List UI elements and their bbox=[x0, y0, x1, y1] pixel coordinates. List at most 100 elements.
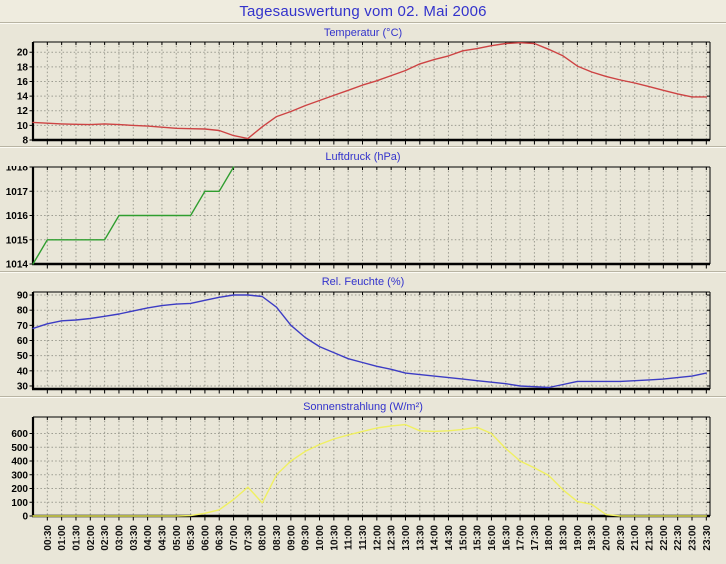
svg-text:8: 8 bbox=[22, 136, 28, 147]
svg-text:20: 20 bbox=[17, 48, 29, 59]
svg-text:02:00: 02:00 bbox=[86, 525, 97, 551]
svg-text:17:30: 17:30 bbox=[530, 525, 541, 551]
svg-text:16:00: 16:00 bbox=[487, 525, 498, 551]
svg-text:200: 200 bbox=[11, 484, 28, 495]
axis-ticks bbox=[29, 42, 710, 145]
plot-border bbox=[31, 166, 711, 266]
svg-text:07:00: 07:00 bbox=[229, 525, 240, 551]
svg-text:14:00: 14:00 bbox=[430, 525, 441, 551]
svg-text:1017: 1017 bbox=[6, 187, 29, 198]
svg-text:03:00: 03:00 bbox=[114, 525, 125, 551]
section-divider bbox=[0, 22, 726, 24]
section-divider bbox=[0, 271, 726, 273]
svg-text:100: 100 bbox=[11, 498, 28, 509]
svg-text:10: 10 bbox=[17, 121, 29, 132]
svg-text:04:30: 04:30 bbox=[157, 525, 168, 551]
chart-title-sonnenstrahlung: Sonnenstrahlung (W/m²) bbox=[303, 401, 423, 413]
svg-text:01:00: 01:00 bbox=[57, 525, 68, 551]
chart-title-luftdruck: Luftdruck (hPa) bbox=[325, 151, 401, 163]
svg-text:13:00: 13:00 bbox=[401, 525, 412, 551]
y-axis-labels: 1014 1015 1016 1017 1018 bbox=[6, 166, 29, 271]
svg-text:09:30: 09:30 bbox=[301, 525, 312, 551]
luftdruck-chart: 1014 1015 1016 1017 1018 bbox=[6, 166, 711, 271]
svg-text:12:00: 12:00 bbox=[372, 525, 383, 551]
page-title: Tagesauswertung vom 02. Mai 2006 bbox=[239, 3, 487, 20]
svg-text:23:00: 23:00 bbox=[687, 525, 698, 551]
svg-text:16:30: 16:30 bbox=[501, 525, 512, 551]
series-line bbox=[32, 294, 707, 389]
svg-text:00:30: 00:30 bbox=[43, 525, 54, 551]
svg-text:90: 90 bbox=[17, 291, 29, 302]
svg-text:09:00: 09:00 bbox=[286, 525, 297, 551]
svg-text:12: 12 bbox=[17, 106, 29, 117]
svg-text:23:30: 23:30 bbox=[702, 525, 713, 551]
svg-text:80: 80 bbox=[17, 306, 29, 317]
grid bbox=[33, 42, 710, 140]
svg-text:1018: 1018 bbox=[6, 166, 29, 174]
svg-text:02:30: 02:30 bbox=[100, 525, 111, 551]
svg-text:15:30: 15:30 bbox=[473, 525, 484, 551]
chart-title-temperatur: Temperatur (°C) bbox=[323, 27, 403, 39]
plot-border bbox=[31, 291, 711, 391]
svg-text:08:30: 08:30 bbox=[272, 525, 283, 551]
svg-text:11:30: 11:30 bbox=[358, 525, 369, 550]
grid bbox=[33, 292, 710, 389]
y-axis-labels: 8 10 12 14 16 18 20 bbox=[17, 48, 29, 146]
svg-text:400: 400 bbox=[11, 457, 28, 468]
svg-text:06:00: 06:00 bbox=[200, 525, 211, 551]
svg-text:14: 14 bbox=[17, 92, 29, 103]
svg-text:1016: 1016 bbox=[6, 211, 29, 222]
svg-text:16: 16 bbox=[17, 77, 29, 88]
svg-text:20:00: 20:00 bbox=[602, 525, 613, 551]
x-axis-labels: 00:30 01:00 01:30 02:00 02:30 03:00 03:30 04:00… bbox=[43, 525, 713, 551]
svg-text:06:30: 06:30 bbox=[215, 525, 226, 551]
svg-text:22:30: 22:30 bbox=[673, 525, 684, 551]
series-line bbox=[32, 423, 707, 517]
svg-text:08:00: 08:00 bbox=[258, 525, 269, 551]
temperatur-chart: 8 10 12 14 16 18 20 bbox=[17, 41, 711, 146]
svg-text:13:30: 13:30 bbox=[415, 525, 426, 551]
svg-text:50: 50 bbox=[17, 351, 29, 362]
svg-text:60: 60 bbox=[17, 336, 29, 347]
svg-text:01:30: 01:30 bbox=[71, 525, 82, 551]
svg-text:10:00: 10:00 bbox=[315, 525, 326, 551]
axis-ticks bbox=[29, 166, 710, 269]
svg-text:05:30: 05:30 bbox=[186, 525, 197, 551]
svg-text:12:30: 12:30 bbox=[387, 525, 398, 551]
svg-text:10:30: 10:30 bbox=[329, 525, 340, 551]
y-axis-labels: 0 100 200 300 400 500 600 bbox=[11, 429, 28, 523]
svg-text:21:30: 21:30 bbox=[645, 525, 656, 551]
series-line bbox=[32, 166, 235, 265]
svg-text:19:30: 19:30 bbox=[587, 525, 598, 551]
svg-text:40: 40 bbox=[17, 366, 29, 377]
svg-text:500: 500 bbox=[11, 443, 28, 454]
svg-text:11:00: 11:00 bbox=[344, 525, 355, 550]
y-axis-labels: 30 40 50 60 70 80 90 bbox=[17, 291, 29, 392]
svg-text:21:00: 21:00 bbox=[630, 525, 641, 551]
svg-text:19:00: 19:00 bbox=[573, 525, 584, 551]
svg-text:17:00: 17:00 bbox=[516, 525, 527, 551]
svg-text:05:00: 05:00 bbox=[172, 525, 183, 551]
feuchte-chart: 30 40 50 60 70 80 90 bbox=[17, 291, 711, 394]
svg-text:18: 18 bbox=[17, 62, 29, 73]
plot-border bbox=[31, 41, 711, 142]
svg-text:03:30: 03:30 bbox=[129, 525, 140, 551]
grid bbox=[33, 167, 710, 264]
svg-text:22:00: 22:00 bbox=[659, 525, 670, 551]
svg-text:18:30: 18:30 bbox=[559, 525, 570, 551]
page-header bbox=[0, 0, 726, 22]
svg-text:20:30: 20:30 bbox=[616, 525, 627, 551]
svg-text:600: 600 bbox=[11, 429, 28, 440]
svg-text:0: 0 bbox=[22, 512, 28, 523]
svg-text:1015: 1015 bbox=[6, 235, 29, 246]
svg-text:07:30: 07:30 bbox=[243, 525, 254, 551]
svg-text:30: 30 bbox=[17, 381, 29, 392]
grid bbox=[33, 417, 710, 516]
section-divider bbox=[0, 396, 726, 398]
axis-ticks bbox=[29, 292, 710, 394]
svg-text:18:00: 18:00 bbox=[544, 525, 555, 551]
series-line bbox=[32, 42, 707, 140]
svg-text:04:00: 04:00 bbox=[143, 525, 154, 551]
chart-title-feuchte: Rel. Feuchte (%) bbox=[321, 276, 405, 288]
